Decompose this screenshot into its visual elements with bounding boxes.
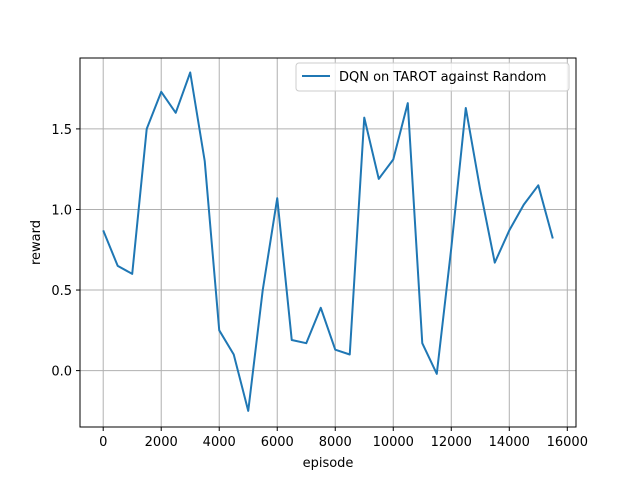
x-tick-label: 6000 <box>261 435 294 450</box>
x-tick-label: 16000 <box>547 435 588 450</box>
y-tick-label: 0.0 <box>51 365 72 380</box>
x-tick-label: 12000 <box>431 435 472 450</box>
y-axis-label: reward <box>29 220 44 265</box>
axis-ticks: 0 2000 4000 6000 8000 10000 12000 14000 16000 0.0… <box>51 123 588 450</box>
legend-box <box>295 62 570 92</box>
x-tick-label: 8000 <box>319 435 352 450</box>
legend: DQN on TAROT against Random <box>295 62 570 92</box>
grid-lines <box>80 58 576 427</box>
series-line <box>102 71 554 412</box>
legend-label: DQN on TAROT against Random <box>339 70 546 85</box>
x-tick-label: 4000 <box>203 435 236 450</box>
x-tick-label: 0 <box>99 435 107 450</box>
y-tick-label: 1.5 <box>51 123 72 138</box>
plot-frame <box>79 57 577 428</box>
y-tick-label: 0.5 <box>51 284 72 299</box>
x-tick-label: 2000 <box>145 435 178 450</box>
series-polyline <box>102 71 554 412</box>
y-tick-label: 1.0 <box>51 203 72 218</box>
x-tick-label: 14000 <box>489 435 530 450</box>
x-tick-label: 10000 <box>373 435 414 450</box>
x-axis-label: episode <box>303 456 354 471</box>
